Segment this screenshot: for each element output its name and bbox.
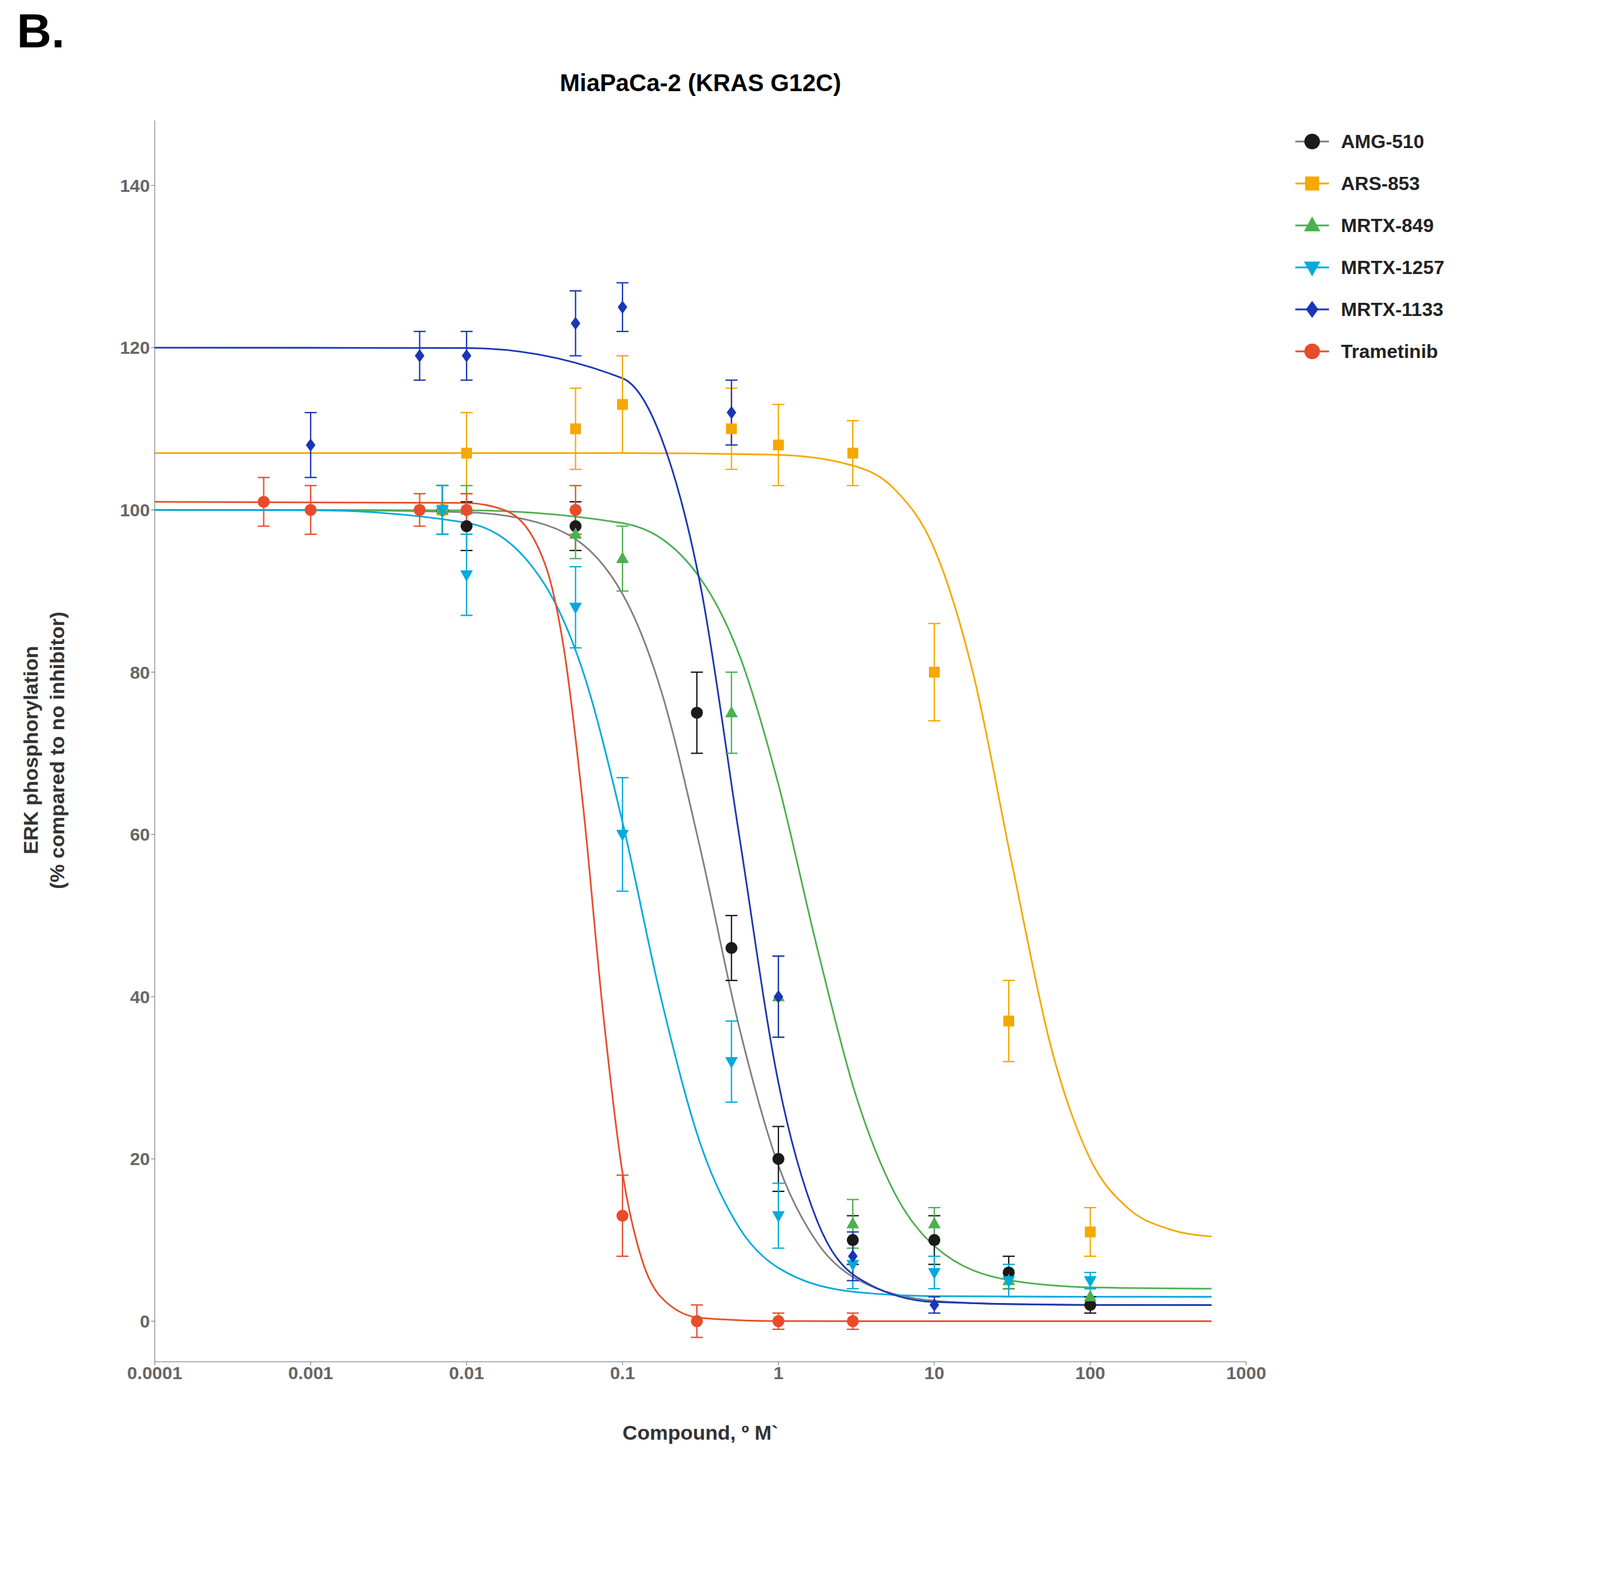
svg-text:1000: 1000 [1226, 1363, 1267, 1383]
svg-text:120: 120 [119, 337, 150, 358]
svg-text:Compound, º M`: Compound, º M` [622, 1421, 779, 1445]
svg-text:20: 20 [130, 1149, 150, 1169]
html-text:(% compared to no inhibitor): (% compared to no inhibitor) [45, 611, 69, 889]
svg-text:140: 140 [119, 175, 150, 196]
html-text:MRTX-1133: MRTX-1133 [1340, 298, 1444, 320]
html-text:ARS-853: ARS-853 [1340, 172, 1420, 195]
html-text:MRTX-1257: MRTX-1257 [1340, 256, 1445, 278]
html-text:MRTX-849: MRTX-849 [1340, 214, 1434, 236]
svg-text:60: 60 [130, 824, 150, 845]
svg-text:100: 100 [119, 500, 150, 520]
html-text:B.: B. [16, 4, 65, 58]
svg-text:0.1: 0.1 [609, 1363, 636, 1383]
svg-text:10: 10 [924, 1363, 944, 1383]
svg-text:1: 1 [773, 1363, 784, 1383]
html-text:Trametinib: Trametinib [1340, 340, 1438, 362]
svg-text:80: 80 [130, 662, 150, 683]
svg-text:0.0001: 0.0001 [127, 1363, 183, 1383]
html-text:AMG-510: AMG-510 [1340, 130, 1425, 153]
svg-text:40: 40 [130, 987, 150, 1007]
svg-text:0.001: 0.001 [287, 1363, 333, 1383]
svg-text:0.01: 0.01 [449, 1363, 484, 1383]
svg-text:0: 0 [139, 1311, 150, 1332]
html-text:MiaPaCa-2 (KRAS G12C): MiaPaCa-2 (KRAS G12C) [559, 69, 842, 96]
html-text:ERK phosphorylation: ERK phosphorylation [19, 645, 42, 855]
svg-text:100: 100 [1075, 1363, 1106, 1383]
